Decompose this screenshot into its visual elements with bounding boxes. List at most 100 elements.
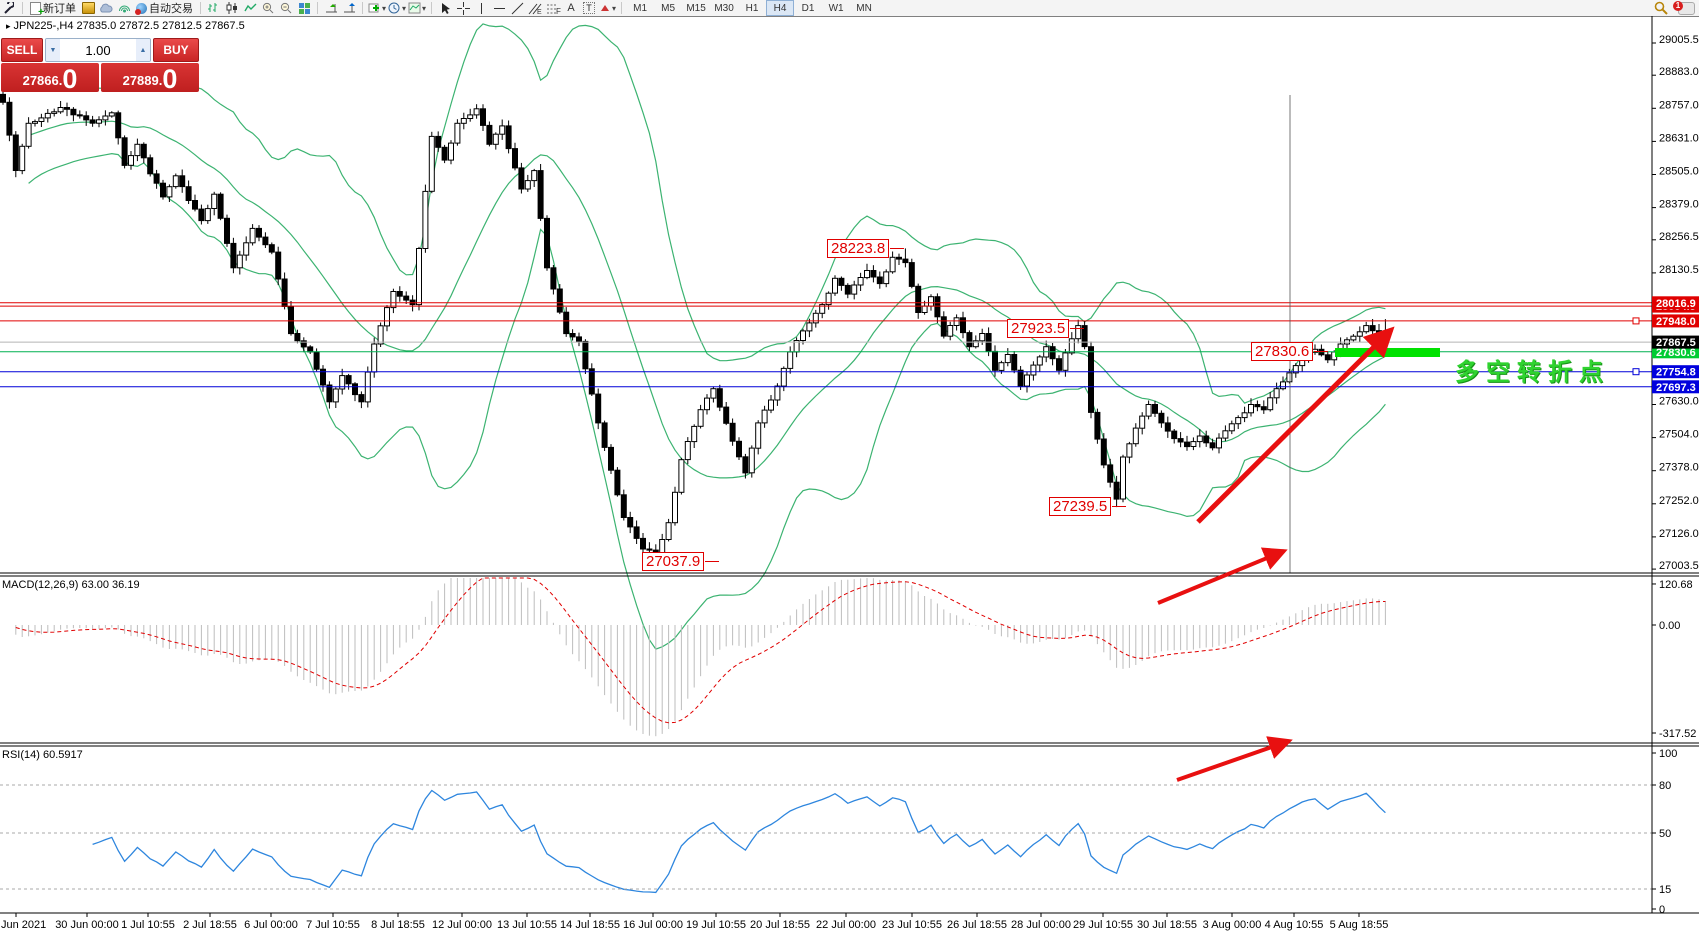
macd-axis-tick: 120.68 [1659,579,1693,591]
tf-button-m30[interactable]: M30 [714,2,734,14]
bollinger-upper-band [28,23,1386,404]
tf-button-m15[interactable]: M15 [686,2,706,14]
price-flag-27830.6[interactable]: 27830.6 [1251,342,1314,361]
price-axis-tick: 28130.5 [1659,264,1699,276]
vertical-line-tool-icon[interactable] [473,1,489,15]
time-axis-label: 13 Jul 10:55 [497,919,557,931]
text-label-tool-icon[interactable]: T [581,1,597,15]
horizontal-line-tool-icon[interactable] [491,1,507,15]
price-axis-tick: 27630.0 [1659,396,1699,408]
zoom-in-icon[interactable] [260,1,276,15]
sell-button[interactable]: SELL [1,38,43,62]
tf-button-mn[interactable]: MN [856,2,872,14]
fibonacci-tool-icon[interactable]: F [545,1,561,15]
price-tag-27697.3: 27697.3 [1656,382,1696,394]
new-order-button[interactable]: 新订单 [27,1,79,18]
time-axis-label: 7 Jul 10:55 [306,919,360,931]
time-axis-label: 16 Jul 00:00 [623,919,683,931]
bull-bear-turning-point-note[interactable]: 多空转折点 [1455,359,1610,386]
chart-shift-icon[interactable] [341,1,357,15]
equidistant-channel-tool-icon[interactable]: E [527,1,543,15]
trend-arrow-2[interactable] [1157,547,1288,605]
ask-price-big-digit: 0 [162,64,178,94]
auto-scroll-icon[interactable] [323,1,339,15]
trend-arrow-3[interactable] [1176,736,1293,782]
price-flag-28223.8[interactable]: 28223.8 [827,239,890,258]
separator [22,2,23,14]
rsi-axis-tick: 15 [1659,884,1671,896]
tf-button-h4[interactable]: H4 [766,0,795,16]
price-axis-tick: 27504.0 [1659,429,1699,441]
new-order-icon [30,1,44,18]
trend-arrow-1[interactable] [1196,326,1395,524]
time-axis-label: 22 Jul 00:00 [816,919,876,931]
separator [431,2,433,14]
price-tag-27754.8: 27754.8 [1656,367,1696,379]
auto-trading-button[interactable]: 自动交易 [133,1,196,15]
volume-input[interactable]: 1.00 [85,42,111,58]
chart-title: ▸ JPN225-,H4 27835.0 27872.5 27812.5 2786… [6,20,245,32]
horizontal-level-lines[interactable] [0,95,1652,573]
macd-signal-line [15,577,1386,724]
volume-down-button[interactable]: ▼ [46,39,60,61]
time-axis-label: 30 Jun 00:00 [55,919,119,931]
tf-button-d1[interactable]: D1 [801,2,815,14]
price-axis-tick: 28757.0 [1659,99,1699,111]
volume-up-button[interactable]: ▲ [136,39,150,61]
tf-button-m1[interactable]: M1 [633,2,648,14]
window-partial-icon [1,1,17,15]
time-axis-label: 28 Jul 00:00 [1011,919,1071,931]
tf-button-h1[interactable]: H1 [745,2,759,14]
separator [621,2,623,14]
support-zone-rectangle[interactable] [1335,348,1440,357]
bid-price-big-digit: 0 [62,64,78,94]
templates-button[interactable]: ▾ [408,1,426,15]
macd-axis-tick: -317.52 [1659,728,1696,740]
notifications-icon[interactable]: 1 [1673,0,1695,15]
time-axis-label: 14 Jul 18:55 [560,919,620,931]
rsi-axis-tick: 50 [1659,828,1671,840]
bar-chart-type-icon[interactable] [206,1,222,15]
cursor-tool-icon[interactable] [437,1,453,15]
tile-windows-icon[interactable] [296,1,312,15]
bid-price-main: 27866. [22,73,63,88]
drawing-objects[interactable] [705,248,1440,782]
price-flag-27923.5[interactable]: 27923.5 [1007,319,1070,338]
one-click-trade-panel: SELL ▼ 1.00 ▲ BUY 27866. 0 27889. 0 [1,38,199,94]
arrows-tool-icon[interactable]: ▾ [599,1,616,15]
crosshair-tool-icon[interactable] [455,1,471,15]
buy-button[interactable]: BUY [153,38,199,62]
text-tool-icon[interactable]: A [567,2,575,14]
macd-histogram [15,578,1386,737]
periods-button[interactable]: ▾ [388,1,406,15]
time-axis-label: 1 Jul 10:55 [121,919,175,931]
price-axis-tick: 27003.5 [1659,560,1699,572]
time-axis-label: 12 Jul 00:00 [432,919,492,931]
price-flag-27239.5[interactable]: 27239.5 [1049,497,1112,516]
tf-button-m5[interactable]: M5 [661,2,676,14]
new-order-label: 新订单 [43,3,76,15]
line-chart-type-icon[interactable] [242,1,258,15]
tf-button-w1[interactable]: W1 [828,2,844,14]
bollinger-lower-band [28,152,1386,650]
indicators-button[interactable]: ▾ [368,1,386,15]
search-icon[interactable] [1653,1,1669,15]
rsi-axis-tick: 0 [1659,904,1665,916]
zoom-out-icon[interactable] [278,1,294,15]
address-book-icon[interactable] [80,1,96,15]
price-axis-tick: 28883.0 [1659,66,1699,78]
separator [317,2,318,14]
candlestick-type-icon[interactable] [224,1,240,15]
signal-icon[interactable] [116,1,132,15]
trendline-tool-icon[interactable] [509,1,525,15]
chart-symbol-icon: ▸ [6,21,11,31]
cloud-icon[interactable] [98,1,114,15]
price-axis-tick: 27252.0 [1659,495,1699,507]
price-flag-27037.9[interactable]: 27037.9 [642,552,705,571]
svg-text:F: F [556,7,561,15]
time-axis-label: 2 Jul 18:55 [183,919,237,931]
chart-title-text: JPN225-,H4 27835.0 27872.5 27812.5 27867… [13,20,245,32]
toolbar: 新订单 自动交易 ▾ ▾ ▾ E F A T ▾ M1 M5 M15 M30 H… [0,0,1699,18]
